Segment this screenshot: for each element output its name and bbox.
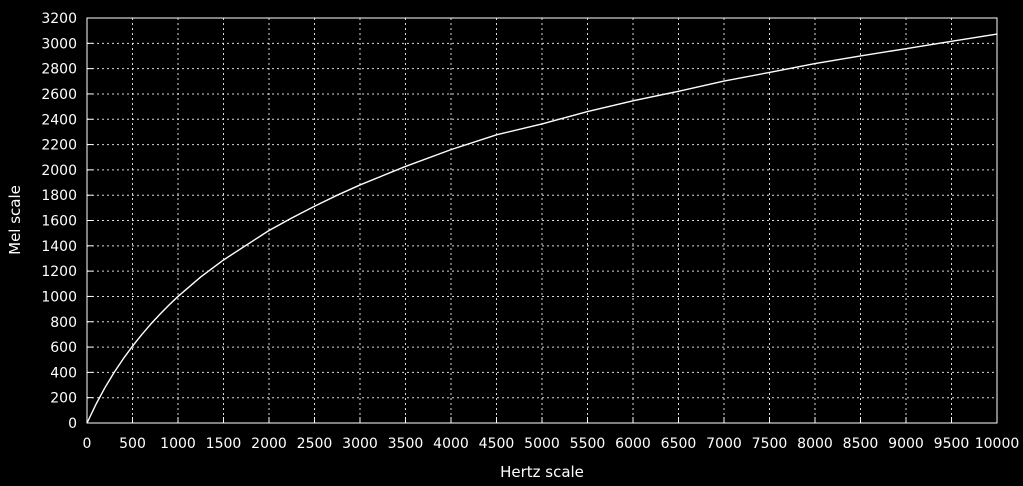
y-tick-label: 2400 xyxy=(41,112,77,128)
y-tick-label: 1000 xyxy=(41,289,77,305)
x-tick-label: 6500 xyxy=(661,436,697,452)
x-tick-label: 4500 xyxy=(479,436,515,452)
y-axis-label: Mel scale xyxy=(6,185,24,255)
y-tick-label: 2800 xyxy=(41,62,77,78)
grid-lines xyxy=(86,17,998,424)
y-tick-label: 0 xyxy=(68,416,77,432)
x-tick-label: 3000 xyxy=(342,436,378,452)
y-tick-label: 2000 xyxy=(41,163,77,179)
y-tick-label: 1200 xyxy=(41,264,77,280)
x-tick-label: 1000 xyxy=(160,436,196,452)
x-tick-label: 9000 xyxy=(888,436,924,452)
series-layer xyxy=(86,33,998,424)
x-tick-label: 5000 xyxy=(524,436,560,452)
x-tick-label: 8000 xyxy=(797,436,833,452)
y-tick-label: 1800 xyxy=(41,188,77,204)
y-tick-label: 1600 xyxy=(41,214,77,230)
x-tick-labels: 0 500 1000 1500 2000 2500 3000 3500 4000 4500 5000… xyxy=(83,436,1020,452)
x-tick-label: 2000 xyxy=(251,436,287,452)
y-tick-label: 1400 xyxy=(41,239,77,255)
y-tick-label: 600 xyxy=(50,340,77,356)
x-tick-label: 2500 xyxy=(297,436,333,452)
x-tick-label: 500 xyxy=(119,436,146,452)
x-tick-label: 6000 xyxy=(615,436,651,452)
y-tick-label: 2600 xyxy=(41,87,77,103)
y-tick-label: 400 xyxy=(50,365,77,381)
y-tick-label: 2200 xyxy=(41,138,77,154)
x-tick-label: 10000 xyxy=(975,436,1020,452)
mel-curve-line xyxy=(86,33,998,424)
y-tick-label: 3000 xyxy=(41,36,77,52)
x-tick-label: 3500 xyxy=(388,436,424,452)
y-tick-label: 200 xyxy=(50,391,77,407)
x-tick-label: 1500 xyxy=(206,436,242,452)
x-tick-label: 7500 xyxy=(752,436,788,452)
y-tick-label: 3200 xyxy=(41,11,77,27)
x-tick-label: 9500 xyxy=(934,436,970,452)
x-axis-label: Hertz scale xyxy=(500,463,584,481)
x-tick-label: 5500 xyxy=(570,436,606,452)
x-tick-label: 0 xyxy=(83,436,92,452)
plot-frame xyxy=(86,17,998,424)
x-tick-label: 8500 xyxy=(843,436,879,452)
y-tick-label: 800 xyxy=(50,315,77,331)
x-tick-label: 4000 xyxy=(433,436,469,452)
x-tick-label: 7000 xyxy=(706,436,742,452)
y-tick-labels: 0 200 400 600 800 1000 1200 1400 1600 1800 2000 220… xyxy=(41,11,77,432)
